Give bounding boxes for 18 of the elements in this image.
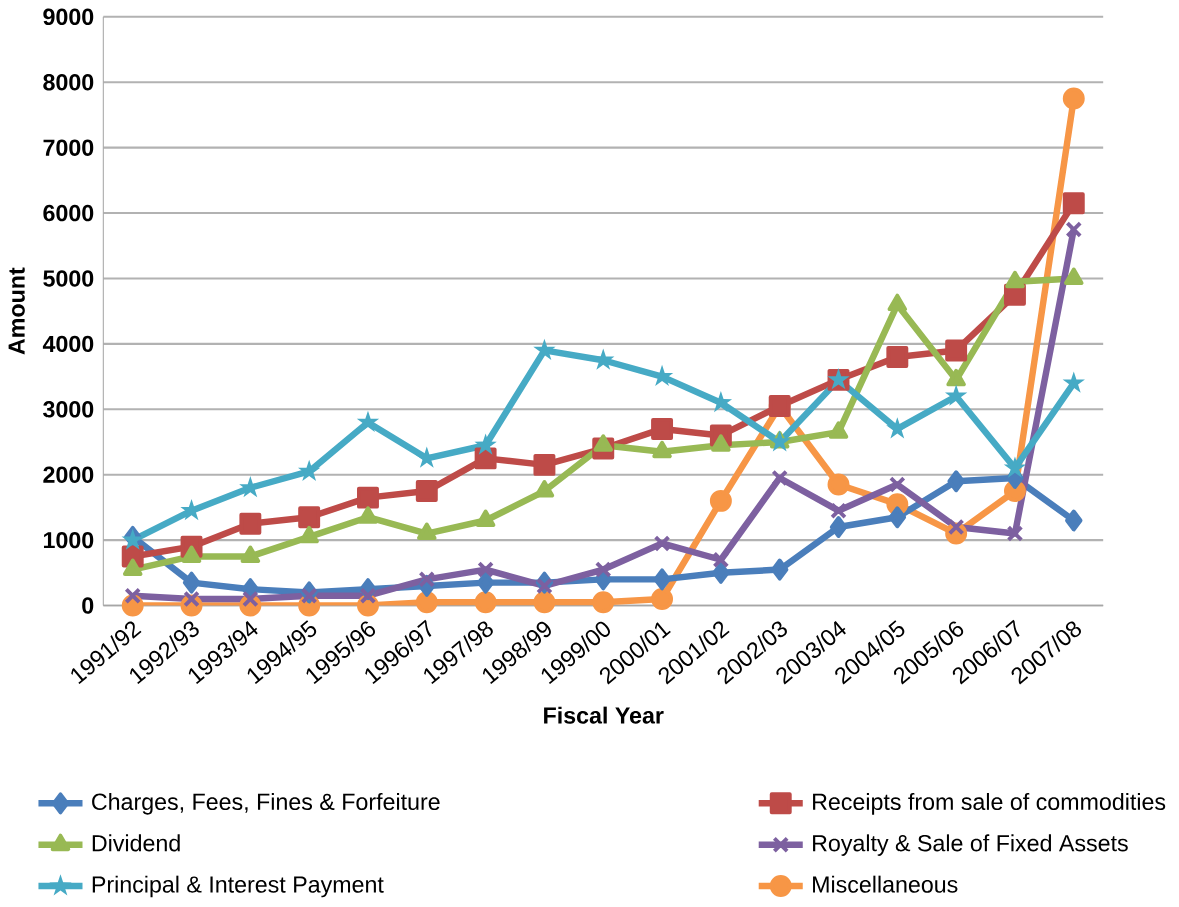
- y-tick-label: 5000: [43, 270, 94, 287]
- legend-label: Charges, Fees, Fines & Forfeiture: [92, 793, 440, 815]
- x-axis-title: Fiscal Year: [544, 706, 664, 724]
- y-tick-label: 2000: [43, 466, 94, 484]
- y-tick-label: 9000: [43, 8, 94, 26]
- legend-label: Principal & Interest Payment: [92, 875, 384, 898]
- legend-label: Royalty & Sale of Fixed Assets: [813, 834, 1128, 857]
- y-tick-label: 8000: [43, 74, 94, 91]
- legend-label: Receipts from sale of commodities: [813, 793, 1166, 815]
- y-tick-label: 1000: [43, 532, 94, 549]
- legend-label: Miscellaneous: [813, 875, 958, 893]
- y-tick-label: 0: [82, 597, 94, 614]
- y-tick-label: 7000: [43, 139, 94, 157]
- y-tick-label: 3000: [43, 401, 94, 418]
- y-axis-title: Amount: [8, 267, 25, 355]
- y-tick-label: 6000: [43, 204, 94, 222]
- legend-label: Dividend: [92, 834, 180, 852]
- y-tick-label: 4000: [42, 335, 94, 353]
